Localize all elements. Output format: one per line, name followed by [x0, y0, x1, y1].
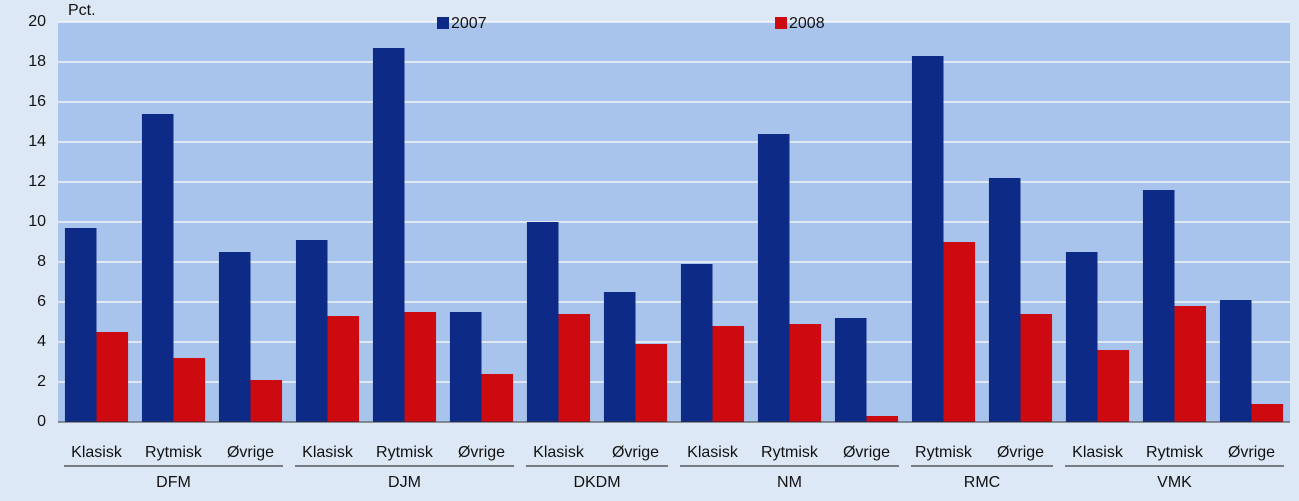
bar [988, 178, 1021, 422]
bar [250, 380, 283, 422]
group-label: RMC [964, 474, 1000, 491]
y-tick-label: 2 [37, 373, 46, 390]
group-label: DJM [388, 474, 421, 491]
y-tick-label: 16 [28, 93, 46, 110]
bar [372, 48, 405, 422]
bar [911, 56, 944, 422]
bar [1142, 190, 1175, 422]
group-label: DKDM [573, 474, 620, 491]
bar [603, 292, 636, 422]
bar [64, 228, 97, 422]
bar [404, 312, 437, 422]
bar [449, 312, 482, 422]
bar [834, 318, 867, 422]
legend-label: 2007 [451, 15, 487, 32]
legend-swatch [775, 17, 787, 29]
bar [712, 326, 745, 422]
y-axis-label: Pct. [68, 2, 96, 19]
y-tick-label: 20 [28, 13, 46, 30]
bar [96, 332, 129, 422]
bar [558, 314, 591, 422]
bar [1097, 350, 1130, 422]
x-tick-label: Rytmisk [145, 444, 203, 461]
x-tick-label: Klasisk [687, 444, 739, 461]
bar [866, 416, 899, 422]
x-tick-label: Øvrige [612, 444, 659, 461]
y-tick-label: 8 [37, 253, 46, 270]
x-tick-label: Øvrige [227, 444, 274, 461]
bar [943, 242, 976, 422]
bar [757, 134, 790, 422]
y-tick-label: 10 [28, 213, 46, 230]
bar [526, 222, 559, 422]
x-tick-label: Klasisk [1072, 444, 1124, 461]
x-tick-label: Klasisk [533, 444, 585, 461]
x-tick-label: Øvrige [843, 444, 890, 461]
bar [1219, 300, 1252, 422]
group-label: NM [777, 474, 802, 491]
bar [218, 252, 251, 422]
group-label: VMK [1157, 474, 1192, 491]
x-tick-label: Klasisk [302, 444, 354, 461]
x-tick-label: Øvrige [458, 444, 505, 461]
bar [789, 324, 822, 422]
legend-swatch [437, 17, 449, 29]
x-tick-label: Rytmisk [376, 444, 434, 461]
y-tick-label: 18 [28, 53, 46, 70]
bar [635, 344, 668, 422]
bar [680, 264, 713, 422]
legend-label: 2008 [789, 15, 825, 32]
bar [1174, 306, 1207, 422]
y-tick-label: 0 [37, 413, 46, 430]
bar [1251, 404, 1284, 422]
bar [1020, 314, 1053, 422]
x-tick-label: Øvrige [1228, 444, 1275, 461]
bar [1065, 252, 1098, 422]
y-tick-label: 14 [28, 133, 46, 150]
bar [141, 114, 174, 422]
x-tick-label: Klasisk [71, 444, 123, 461]
bar [327, 316, 360, 422]
bar [481, 374, 514, 422]
bar [173, 358, 206, 422]
x-tick-label: Rytmisk [915, 444, 973, 461]
bar [295, 240, 328, 422]
x-tick-label: Rytmisk [1146, 444, 1204, 461]
group-label: DFM [156, 474, 191, 491]
y-tick-label: 12 [28, 173, 46, 190]
x-tick-label: Rytmisk [761, 444, 819, 461]
y-tick-label: 4 [37, 333, 46, 350]
y-tick-label: 6 [37, 293, 46, 310]
x-tick-label: Øvrige [997, 444, 1044, 461]
